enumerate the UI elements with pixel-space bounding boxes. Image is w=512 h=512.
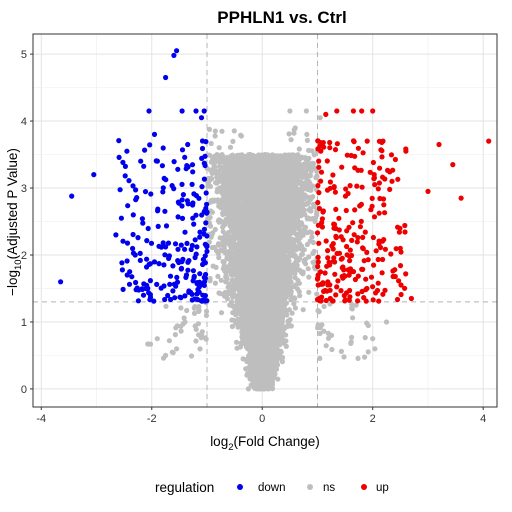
point-ns (309, 234, 315, 240)
point-ns (317, 115, 323, 121)
point-ns (217, 163, 223, 169)
point-ns (303, 108, 309, 114)
point-ns (240, 356, 246, 362)
point-ns (383, 319, 390, 325)
point-ns (212, 128, 218, 134)
point-ns (297, 293, 303, 299)
point-ns (311, 152, 317, 158)
point-ns (292, 305, 298, 311)
point-ns (229, 323, 235, 330)
point-ns (291, 301, 297, 307)
point-ns (275, 376, 281, 382)
chart-title: PPHLN1 vs. Ctrl (217, 8, 346, 27)
point-ns (306, 289, 312, 295)
threshold-lines (33, 34, 497, 407)
point-ns (287, 108, 293, 114)
point-ns (154, 336, 160, 342)
point-ns (370, 336, 376, 342)
point-ns (220, 229, 226, 235)
point-ns (230, 294, 236, 300)
point-ns (301, 207, 307, 213)
data-points (58, 48, 492, 392)
point-ns (245, 386, 251, 392)
point-ns (353, 302, 359, 308)
point-ns (218, 310, 225, 316)
